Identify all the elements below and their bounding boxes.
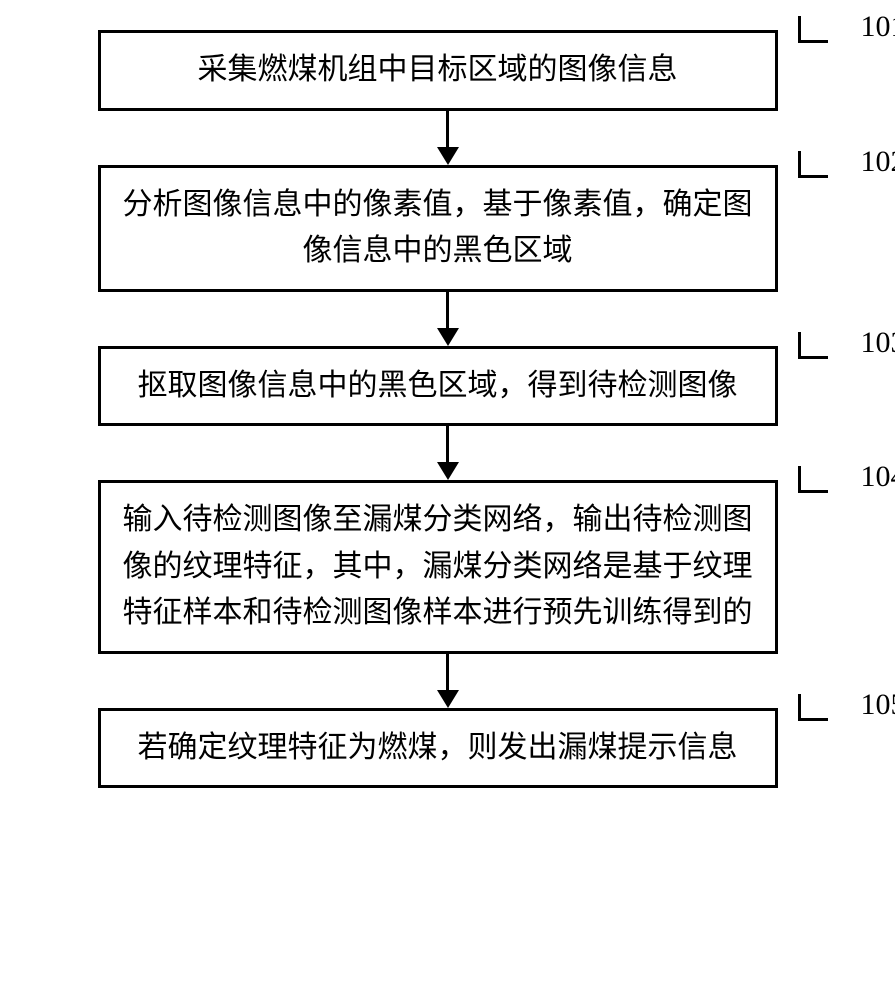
label-connector — [798, 718, 852, 721]
step-102: 分析图像信息中的像素值，基于像素值，确定图像信息中的黑色区域 102 — [98, 165, 798, 292]
step-box: 输入待检测图像至漏煤分类网络，输出待检测图像的纹理特征，其中，漏煤分类网络是基于… — [98, 480, 778, 654]
arrow-icon — [437, 654, 459, 708]
label-connector — [798, 40, 852, 43]
step-text: 抠取图像信息中的黑色区域，得到待检测图像 — [138, 363, 738, 410]
label-connector — [798, 175, 852, 178]
step-box: 抠取图像信息中的黑色区域，得到待检测图像 — [98, 346, 778, 427]
step-text: 输入待检测图像至漏煤分类网络，输出待检测图像的纹理特征，其中，漏煤分类网络是基于… — [119, 497, 757, 637]
step-label: 104 — [861, 460, 895, 494]
arrow-icon — [437, 292, 459, 346]
step-box: 分析图像信息中的像素值，基于像素值，确定图像信息中的黑色区域 — [98, 165, 778, 292]
step-101: 采集燃煤机组中目标区域的图像信息 101 — [98, 30, 798, 111]
step-104: 输入待检测图像至漏煤分类网络，输出待检测图像的纹理特征，其中，漏煤分类网络是基于… — [98, 480, 798, 654]
step-text: 采集燃煤机组中目标区域的图像信息 — [198, 47, 678, 94]
step-103: 抠取图像信息中的黑色区域，得到待检测图像 103 — [98, 346, 798, 427]
arrow-icon — [437, 111, 459, 165]
step-label: 105 — [861, 688, 895, 722]
step-label: 102 — [861, 145, 895, 179]
label-connector — [798, 356, 852, 359]
flowchart-container: 采集燃煤机组中目标区域的图像信息 101 分析图像信息中的像素值，基于像素值，确… — [50, 30, 845, 788]
arrow-icon — [437, 426, 459, 480]
label-connector — [798, 490, 852, 493]
step-label: 103 — [861, 326, 895, 360]
step-text: 分析图像信息中的像素值，基于像素值，确定图像信息中的黑色区域 — [119, 182, 757, 275]
step-105: 若确定纹理特征为燃煤，则发出漏煤提示信息 105 — [98, 708, 798, 789]
step-box: 采集燃煤机组中目标区域的图像信息 — [98, 30, 778, 111]
step-label: 101 — [861, 10, 895, 44]
step-box: 若确定纹理特征为燃煤，则发出漏煤提示信息 — [98, 708, 778, 789]
step-text: 若确定纹理特征为燃煤，则发出漏煤提示信息 — [138, 725, 738, 772]
